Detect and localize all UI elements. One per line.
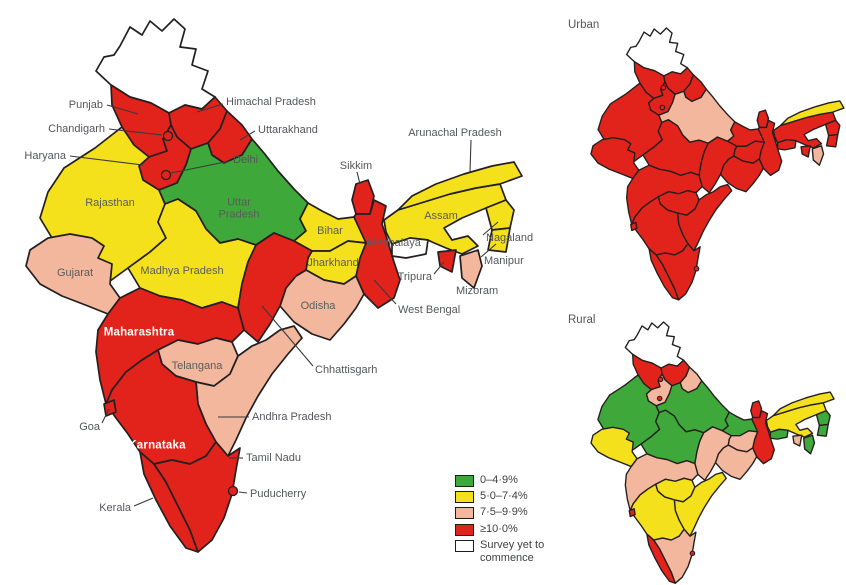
rural-panel-title: Rural: [568, 314, 596, 326]
state-tamil_nadu-urban: [655, 243, 701, 301]
state-manipur-urban: [825, 133, 839, 148]
state-jammu_kashmir-rural: [624, 321, 685, 369]
state-manipur-rural: [816, 423, 829, 437]
state-delhi-urban: [659, 104, 666, 111]
state-jammu_kashmir-urban: [625, 27, 689, 77]
state-mizoram-rural: [803, 434, 816, 455]
state-jammu_kashmir-overall: [95, 18, 216, 114]
map-panel-overall: [25, 18, 523, 553]
leader-line: [373, 279, 397, 305]
state-chandigarh-rural: [657, 376, 664, 383]
state-chandigarh-urban: [660, 84, 667, 91]
leader-line: [239, 130, 256, 141]
state-nagaland-rural: [815, 410, 831, 427]
leader-line: [101, 408, 110, 424]
state-meghalaya-overall: [391, 237, 429, 259]
legend-label: 0–4·9%: [480, 474, 518, 486]
state-puducherry-rural: [689, 550, 696, 557]
leader-line: [482, 221, 499, 236]
legend-label: 5·0–7·4%: [480, 490, 528, 503]
leader-line: [69, 155, 144, 166]
state-arunachal_pradesh-overall: [397, 161, 523, 211]
state-chhattisgarh-overall: [237, 232, 313, 343]
legend-label: 7·5–9·9%: [480, 506, 528, 519]
legend-label: Survey yet to commence: [480, 538, 545, 564]
leader-line: [433, 261, 445, 275]
state-nagaland-overall: [485, 199, 515, 231]
leader-line: [108, 128, 163, 136]
leader-line: [469, 139, 472, 173]
leader-line: [238, 491, 248, 494]
state-tripura-rural: [792, 434, 803, 447]
legend-label: ≥10·0%: [480, 522, 518, 535]
state-tripura-urban: [800, 145, 811, 158]
legend-item: 7·5–9·9%: [455, 506, 573, 520]
state-tamil_nadu-overall: [153, 441, 241, 553]
state-goa-rural: [628, 508, 636, 518]
map-panel-rural: [590, 321, 835, 584]
legend-item: Survey yet to commence: [455, 539, 573, 565]
state-gujarat-overall: [25, 233, 121, 315]
state-arunachal_pradesh-urban: [779, 100, 845, 127]
legend-swatch: [455, 491, 474, 504]
state-nagaland-urban: [824, 119, 841, 137]
state-chandigarh-overall: [162, 130, 174, 142]
state-gujarat-rural: [590, 426, 638, 468]
state-delhi-overall: [160, 169, 172, 181]
state-goa-urban: [630, 221, 638, 232]
leader-line: [106, 104, 139, 115]
leader-line: [196, 103, 224, 113]
legend: 0–4·9% 5·0–7·4% 7·5–9·9% ≥10·0% Survey y…: [455, 474, 573, 568]
state-gujarat-urban: [590, 136, 640, 180]
state-puducherry-urban: [693, 265, 700, 272]
leader-line: [480, 243, 497, 258]
legend-item: ≥10·0%: [455, 523, 573, 536]
state-arunachal_pradesh-rural: [772, 391, 835, 417]
leader-line: [356, 171, 361, 185]
legend-item: 5·0–7·4%: [455, 490, 573, 504]
state-chhattisgarh-urban: [698, 136, 738, 194]
state-mizoram-overall: [459, 249, 483, 289]
legend-swatch: [455, 523, 474, 536]
urban-panel-title: Urban: [568, 19, 600, 31]
state-tamil_nadu-rural: [653, 528, 697, 584]
state-mizoram-urban: [811, 145, 825, 166]
leader-line: [133, 497, 154, 507]
state-delhi-rural: [656, 395, 663, 402]
state-meghalaya-urban: [776, 138, 797, 151]
map-panel-urban: [590, 27, 845, 301]
leader-line: [261, 305, 314, 367]
state-meghalaya-rural: [769, 428, 789, 440]
legend-swatch: [455, 475, 474, 487]
state-goa-overall: [103, 399, 117, 417]
legend-swatch: [455, 507, 474, 520]
state-puducherry-overall: [227, 485, 239, 497]
state-chhattisgarh-rural: [694, 426, 732, 481]
legend-item: 0–4·9%: [455, 474, 573, 487]
legend-swatch: [455, 539, 474, 552]
leader-line: [170, 160, 231, 174]
state-tripura-overall: [437, 249, 457, 273]
